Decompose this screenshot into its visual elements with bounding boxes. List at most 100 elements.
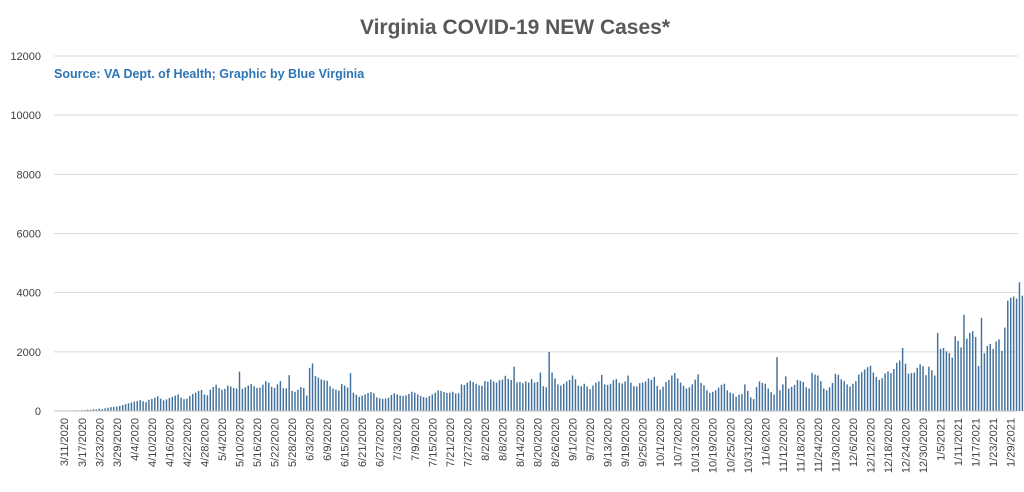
bar: [460, 384, 463, 412]
bar: [113, 406, 115, 411]
bar: [592, 385, 594, 411]
bar: [513, 366, 515, 412]
bar: [688, 387, 691, 411]
bar: [726, 390, 729, 411]
bar: [583, 383, 585, 411]
bar: [615, 379, 618, 411]
bar: [127, 403, 130, 411]
bar: [358, 396, 360, 411]
bar: [682, 385, 685, 411]
bar: [881, 378, 883, 411]
bar: [437, 390, 439, 411]
bar: [317, 377, 320, 411]
bar: [273, 387, 276, 411]
bar: [735, 396, 737, 411]
bar: [98, 408, 101, 411]
bar: [782, 384, 784, 412]
bar: [282, 388, 285, 411]
bar: [230, 386, 232, 411]
bar: [159, 398, 162, 411]
bar: [650, 379, 653, 411]
x-tick-label: 1/11/2021: [953, 418, 965, 466]
bar: [638, 383, 641, 411]
bar: [355, 394, 358, 411]
bar: [901, 347, 904, 411]
bar: [1001, 350, 1003, 411]
bar: [942, 347, 945, 411]
x-tick-label: 6/9/2020: [322, 418, 334, 461]
bar: [267, 382, 270, 411]
bar: [603, 384, 606, 412]
bar: [457, 393, 460, 411]
bar: [209, 389, 212, 411]
bar: [706, 390, 708, 411]
bar: [364, 394, 366, 411]
bar: [758, 381, 761, 411]
bar: [679, 382, 682, 411]
bar: [276, 384, 279, 412]
bar: [890, 373, 892, 411]
y-tick-label: 10000: [10, 110, 41, 122]
bar: [194, 392, 197, 411]
bar: [452, 391, 454, 411]
bar: [177, 394, 179, 411]
bar: [373, 393, 375, 411]
x-tick-label: 12/24/2020: [901, 418, 913, 473]
bar: [349, 373, 352, 411]
x-tick-label: 9/13/2020: [603, 418, 615, 467]
bar: [817, 375, 819, 411]
bar: [218, 387, 220, 411]
bar: [250, 384, 252, 411]
bar: [896, 362, 898, 411]
bar: [898, 360, 901, 411]
bar: [820, 381, 822, 411]
bar: [101, 408, 103, 411]
bar: [408, 393, 410, 411]
bar: [671, 375, 673, 411]
bar: [279, 381, 282, 411]
bar: [980, 317, 983, 411]
bar: [858, 374, 860, 411]
x-tick-label: 7/3/2020: [392, 418, 404, 461]
bar: [931, 370, 933, 411]
x-tick-label: 10/1/2020: [655, 418, 667, 467]
bar: [790, 386, 793, 411]
bar: [662, 386, 664, 411]
bar: [238, 371, 241, 411]
bar: [770, 392, 772, 411]
bar: [352, 392, 355, 411]
bar: [992, 348, 994, 412]
bar: [957, 340, 959, 411]
bar: [828, 387, 831, 411]
bar: [989, 343, 991, 411]
bar: [341, 384, 343, 411]
x-tick-label: 12/6/2020: [848, 418, 860, 467]
bar: [560, 385, 562, 411]
bar: [454, 393, 457, 411]
bar: [986, 345, 989, 411]
x-tick-label: 5/28/2020: [287, 418, 299, 467]
gridlines: [54, 55, 1018, 353]
y-tick-label: 0: [35, 406, 41, 418]
bar: [527, 382, 530, 411]
bar: [244, 387, 247, 411]
bar: [577, 385, 580, 411]
bar: [995, 341, 997, 411]
bar: [516, 382, 518, 411]
bar: [831, 382, 834, 411]
y-tick-label: 4000: [17, 288, 41, 300]
bar: [685, 388, 688, 411]
bar: [525, 381, 527, 411]
bar: [971, 331, 974, 412]
bar: [124, 404, 127, 411]
bar: [732, 393, 734, 411]
bar: [154, 397, 156, 411]
x-tick-label: 6/15/2020: [340, 418, 352, 467]
chart-source-annotation: Source: VA Dept. of Health; Graphic by B…: [54, 67, 365, 81]
bar: [633, 386, 635, 411]
x-axis: 3/11/2020 3/17/2020 3/23/2020 3/29/2020 4/4/…: [59, 418, 1018, 473]
bar: [598, 381, 600, 411]
bar: [621, 383, 623, 411]
bar: [863, 369, 866, 411]
